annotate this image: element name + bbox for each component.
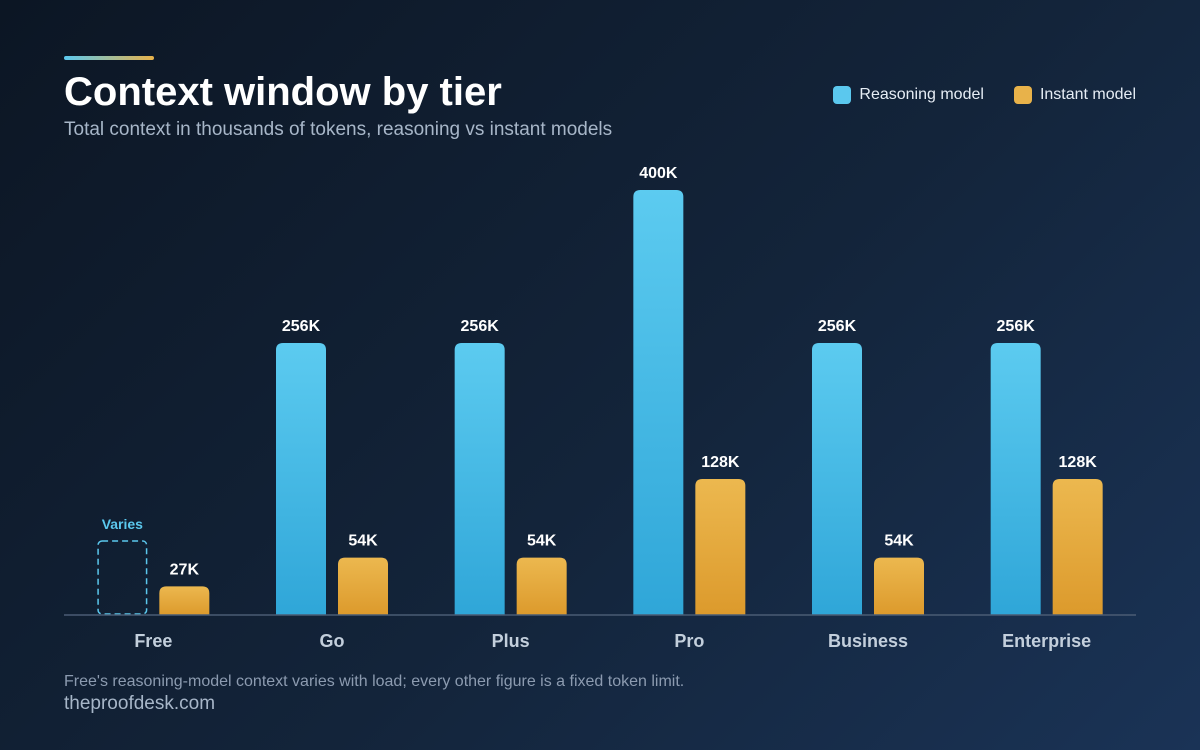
legend-item-reasoning: Reasoning model (833, 86, 984, 104)
bar-reasoning-enterprise (990, 343, 1041, 615)
bar-instant-business (874, 557, 924, 615)
chart-legend: Reasoning model Instant model (833, 86, 1136, 104)
category-label-pro: Pro (674, 631, 704, 651)
data-label-reasoning-go: 256K (282, 318, 321, 335)
data-label-reasoning-free: Varies (102, 516, 143, 532)
category-label-business: Business (828, 631, 908, 651)
legend-label-instant: Instant model (1039, 86, 1136, 103)
legend-swatch-instant (1013, 86, 1032, 104)
data-label-instant-pro: 128K (701, 454, 740, 471)
data-label-instant-plus: 54K (527, 533, 557, 550)
data-label-reasoning-enterprise: 256K (997, 318, 1036, 335)
category-label-enterprise: Enterprise (1002, 631, 1091, 651)
data-label-reasoning-business: 256K (818, 318, 857, 335)
data-label-instant-free: 27K (170, 561, 200, 578)
data-label-instant-enterprise: 128K (1059, 454, 1098, 471)
bar-reasoning-go (276, 343, 326, 615)
category-label-go: Go (320, 631, 345, 651)
chart-title: Context window by tier (64, 70, 502, 114)
bar-reasoning-free-placeholder (97, 540, 148, 615)
legend-label-reasoning: Reasoning model (859, 86, 984, 103)
data-label-reasoning-plus: 256K (461, 318, 500, 335)
bars-group: Varies 27K Free 256K 54K Go 256K 54K Plus 400K 128… (97, 165, 1103, 651)
bar-instant-go (338, 557, 388, 615)
bar-instant-enterprise (1052, 479, 1103, 615)
category-label-plus: Plus (492, 631, 530, 651)
bar-reasoning-plus (454, 343, 505, 615)
data-label-instant-go: 54K (348, 533, 378, 550)
category-label-free: Free (134, 631, 172, 651)
title-accent-bar (64, 56, 154, 60)
bar-instant-plus (516, 557, 567, 615)
bar-reasoning-pro (633, 190, 684, 615)
legend-swatch-reasoning (833, 86, 852, 104)
bar-instant-pro (695, 479, 746, 615)
chart-subtitle: Total context in thousands of tokens, re… (64, 119, 613, 140)
data-label-instant-business: 54K (884, 533, 914, 550)
bar-reasoning-business (812, 343, 862, 615)
data-label-reasoning-pro: 400K (639, 165, 678, 182)
bar-instant-free (159, 586, 210, 615)
source-credit: theproofdesk.com (64, 693, 216, 714)
legend-item-instant: Instant model (1013, 86, 1136, 104)
footnote: Free's reasoning-model context varies wi… (64, 673, 685, 690)
